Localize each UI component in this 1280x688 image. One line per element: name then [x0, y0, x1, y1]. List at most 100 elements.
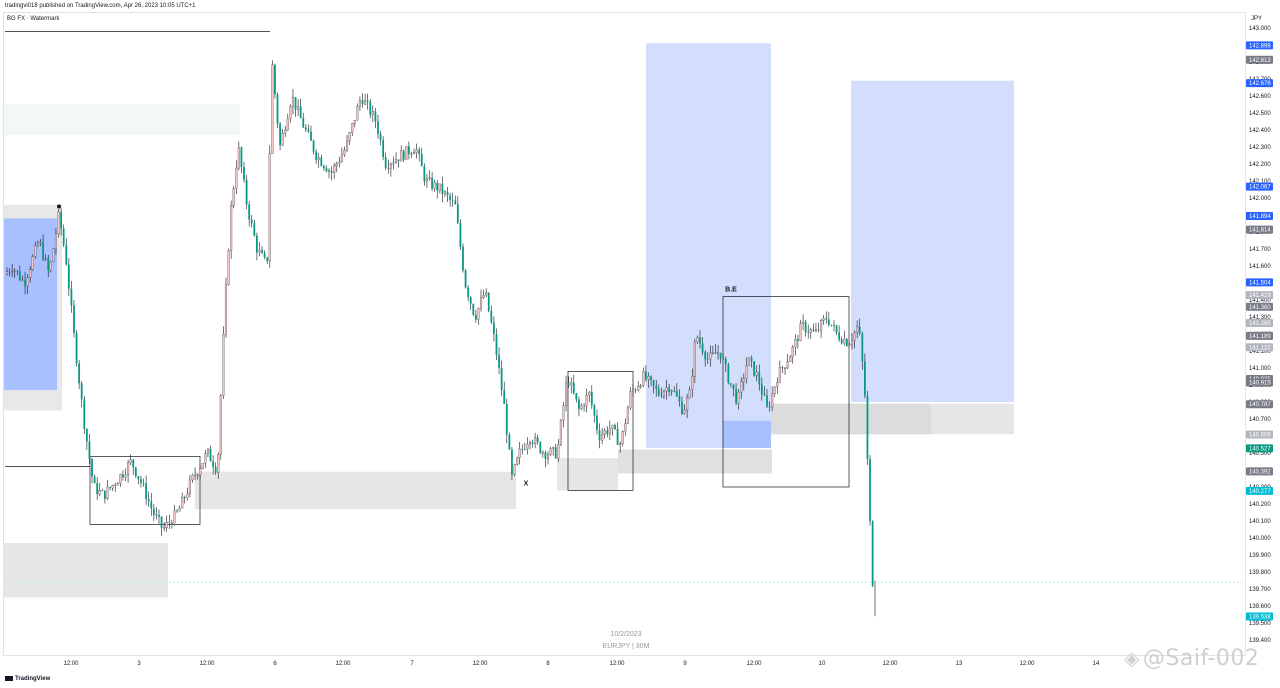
candle-body [281, 133, 284, 146]
chart-frame[interactable] [3, 12, 1246, 656]
candle-body [539, 442, 542, 453]
price-tick-label: 143.000 [1249, 26, 1271, 32]
candle-body [469, 297, 472, 304]
price-tag-value: 140.527 [1249, 446, 1271, 452]
candle-body [546, 454, 550, 460]
candle-body [789, 356, 792, 362]
annotation-label: B.E [725, 287, 737, 294]
candle-body [340, 154, 343, 162]
candle-body [776, 382, 779, 388]
candle-body [714, 352, 717, 355]
candle-body [850, 340, 854, 345]
candle-body [487, 292, 490, 312]
candle-body [557, 444, 560, 459]
candle-body [580, 405, 583, 410]
candle-body [668, 387, 670, 392]
candle-body [701, 343, 704, 353]
candle-body [835, 325, 838, 333]
candle-body [333, 165, 336, 173]
candle-body [330, 170, 333, 173]
candle-body [807, 332, 810, 333]
price-tick-label: 141.300 [1249, 315, 1271, 321]
price-tag-value: 141.360 [1249, 305, 1271, 311]
candle-body [11, 271, 14, 273]
candle-body [833, 325, 835, 326]
candle-body [261, 250, 263, 254]
price-tag [1246, 486, 1273, 495]
candle-body [840, 339, 843, 344]
candle-body [284, 129, 287, 134]
candle-body [567, 382, 570, 386]
candle-body [459, 222, 462, 247]
price-tag-value: 139.538 [1249, 615, 1271, 621]
signature-text: @Saif-002 [1142, 646, 1260, 671]
candle-body [709, 352, 712, 360]
price-tick-label: 141.400 [1249, 298, 1271, 304]
tradingview-logo[interactable]: TradingView [5, 676, 50, 682]
range-box [89, 456, 201, 525]
price-tag [1246, 212, 1273, 221]
annotation-label: X [524, 480, 529, 487]
candle-body [88, 441, 91, 459]
candle-body [608, 428, 611, 435]
candle-body [848, 344, 851, 347]
candle-body [320, 157, 323, 166]
candle-body [572, 382, 575, 394]
candle-body [73, 305, 75, 333]
candle-body [686, 397, 689, 411]
symbol-label: BG FX · Watermark [7, 16, 60, 22]
candle-body [528, 442, 532, 445]
candle-body [853, 332, 856, 341]
price-tag-value: 141.122 [1249, 345, 1271, 351]
candle-body [642, 371, 645, 386]
candle-body [802, 321, 805, 324]
candle-body [590, 392, 593, 406]
candle-body [49, 261, 52, 271]
price-tag-value: 141.814 [1249, 228, 1271, 234]
time-tick-label: 12:00 [335, 661, 351, 667]
candle-body [763, 394, 766, 396]
candle-body [351, 123, 354, 133]
candle-body [863, 361, 866, 396]
candle-body [328, 170, 331, 172]
candle-body [348, 132, 351, 142]
candle-body [150, 501, 153, 509]
candle-body [101, 490, 104, 492]
candle-body [745, 365, 748, 379]
candle-body [47, 258, 50, 271]
candle-body [794, 339, 797, 348]
candle-body [820, 320, 823, 331]
candle-body [531, 442, 534, 444]
candle-body [183, 497, 186, 498]
candle-body [693, 341, 696, 377]
price-tick-label: 142.100 [1249, 179, 1271, 185]
candle-body [134, 467, 137, 477]
price-tick-label: 141.700 [1249, 247, 1271, 253]
candle-body [129, 459, 132, 463]
candle-body [784, 367, 787, 369]
candle-body [418, 149, 421, 154]
candle-body [240, 147, 243, 168]
price-tag [1246, 79, 1273, 88]
price-tag-value: 142.676 [1249, 81, 1271, 87]
zone-rect [4, 218, 57, 391]
candle-body [603, 430, 606, 436]
candle-body [750, 357, 753, 362]
candle-body [549, 448, 552, 455]
candle-body [596, 415, 598, 430]
candle-body [224, 284, 228, 335]
price-tick-label: 140.200 [1249, 502, 1271, 508]
candle-body [521, 448, 524, 450]
candle-body [206, 448, 209, 454]
candle-body [699, 337, 701, 344]
price-tick-label: 142.400 [1249, 128, 1271, 134]
candle-body [122, 474, 124, 478]
time-tick-label: 13 [956, 661, 963, 667]
price-tag [1246, 331, 1273, 340]
price-tick-label: 139.900 [1249, 553, 1271, 559]
candle-body [588, 391, 591, 396]
candle-body [428, 177, 431, 179]
candle-body [26, 277, 29, 287]
price-tags: 142.898 142.813 142.676 142.067 141.894 141.8… [1246, 41, 1273, 621]
